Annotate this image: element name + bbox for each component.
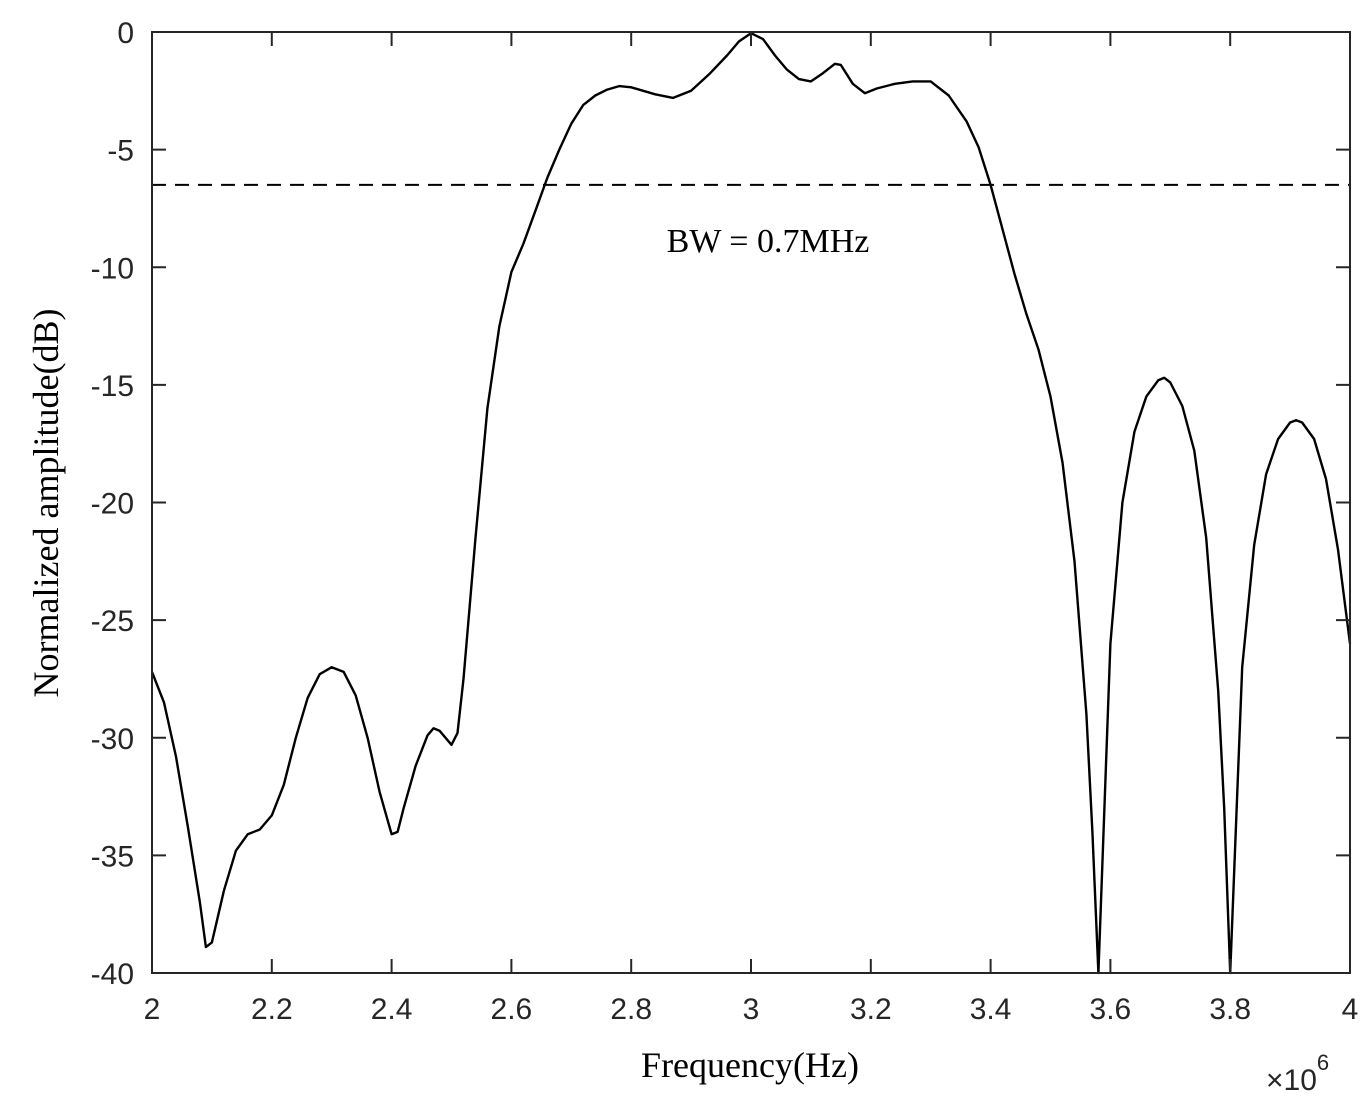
- plot-area: [150, 32, 1352, 975]
- x-ticks: [151, 32, 1351, 973]
- y-tick-label-0: 0: [117, 17, 134, 50]
- x-tick-label-3: 2.6: [491, 993, 533, 1026]
- x-multiplier-base: ×10: [1266, 1064, 1317, 1097]
- series-line: [150, 32, 1352, 975]
- x-tick-label-1: 2.2: [251, 993, 293, 1026]
- y-tick-label-4: -20: [91, 488, 134, 521]
- x-multiplier: ×106: [1266, 1050, 1329, 1097]
- x-axis-title: Frequency(Hz): [641, 1045, 859, 1085]
- x-tick-label-6: 3.2: [850, 993, 892, 1026]
- y-tick-label-2: -10: [91, 252, 134, 285]
- x-tick-label-7: 3.4: [970, 993, 1012, 1026]
- bandwidth-annotation: BW = 0.7MHz: [667, 223, 870, 260]
- y-ticks: [152, 31, 1350, 974]
- x-tick-label-5: 3: [743, 993, 760, 1026]
- x-tick-label-9: 3.8: [1209, 993, 1251, 1026]
- x-multiplier-exponent: 6: [1317, 1050, 1329, 1075]
- x-tick-label-4: 2.8: [610, 993, 652, 1026]
- y-tick-label-1: -5: [107, 135, 134, 168]
- x-tick-labels: 2 2.2 2.4 2.6 2.8 3 3.2 3.4 3.6 3.8 4: [144, 993, 1359, 1026]
- y-tick-label-3: -15: [91, 370, 134, 403]
- y-tick-label-7: -35: [91, 840, 134, 873]
- y-tick-labels: 0 -5 -10 -15 -20 -25 -30 -35 -40: [91, 17, 134, 991]
- y-axis-title: Normalized amplitude(dB): [26, 309, 66, 698]
- y-tick-label-8: -40: [91, 958, 134, 991]
- x-tick-label-0: 2: [144, 993, 161, 1026]
- x-tick-label-8: 3.6: [1090, 993, 1132, 1026]
- x-tick-label-10: 4: [1342, 993, 1359, 1026]
- y-tick-label-6: -30: [91, 723, 134, 756]
- x-tick-label-2: 2.4: [371, 993, 413, 1026]
- y-tick-label-5: -25: [91, 605, 134, 638]
